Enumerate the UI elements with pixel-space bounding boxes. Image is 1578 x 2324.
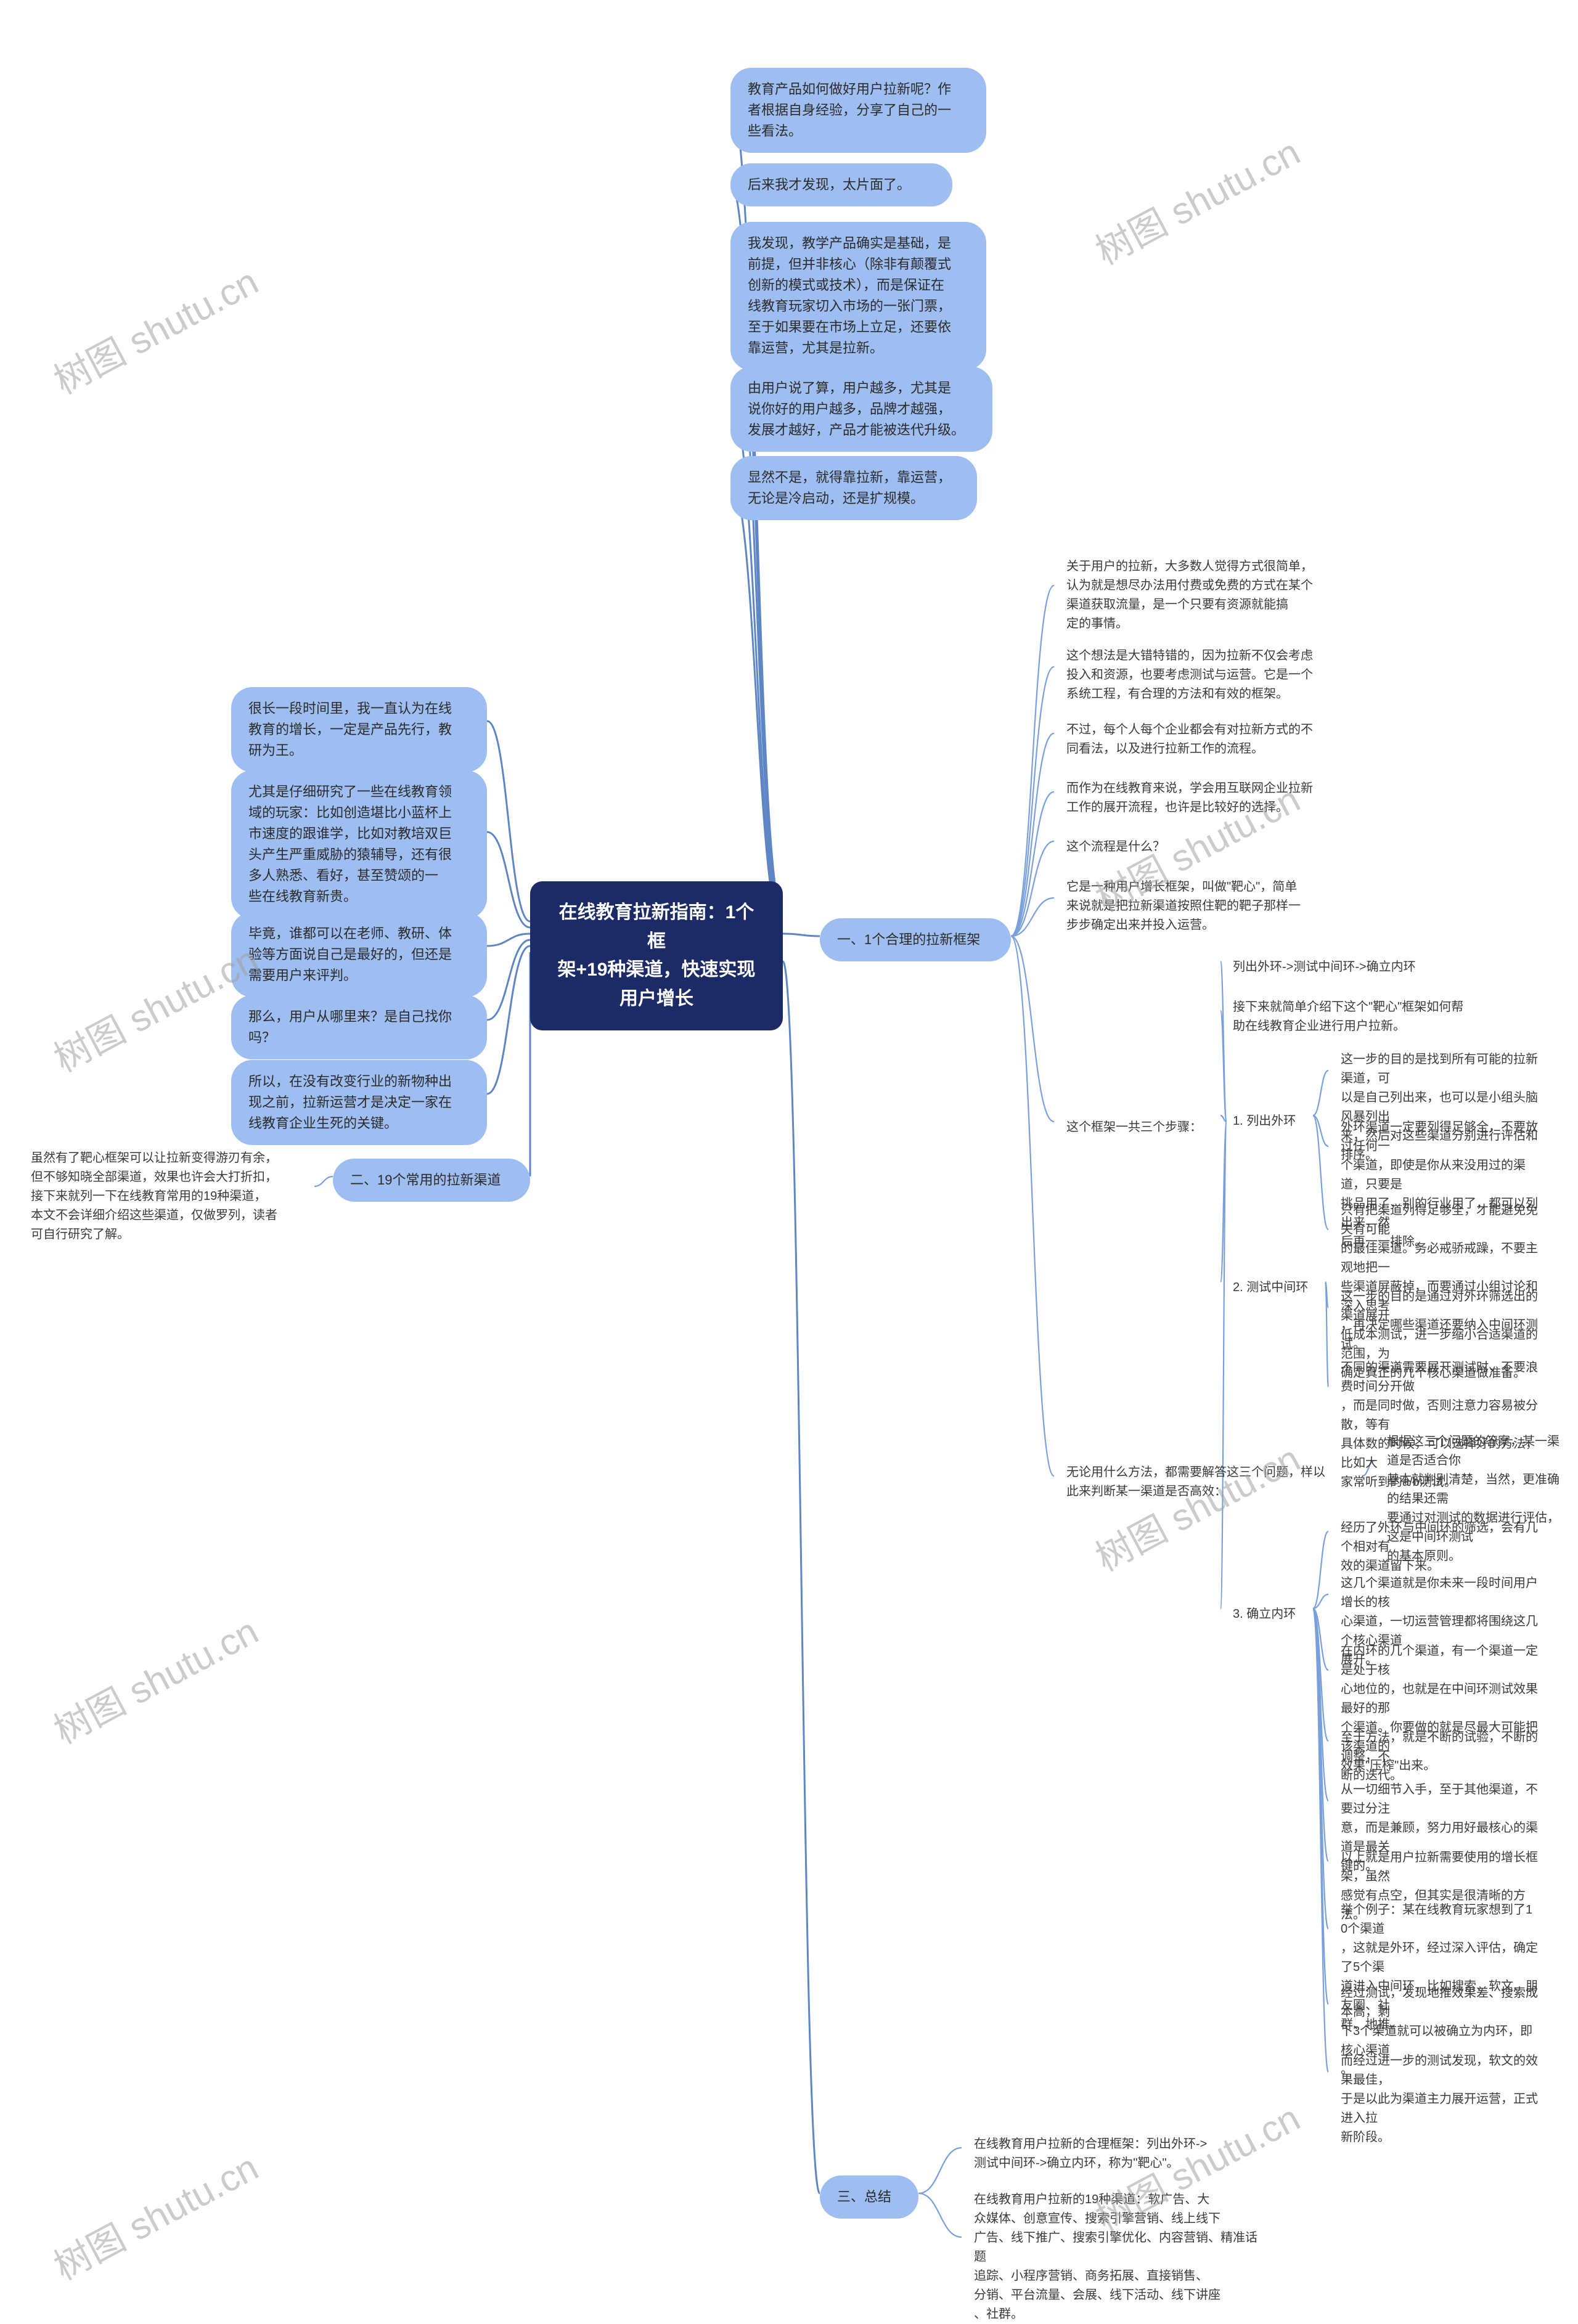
edge <box>1011 936 1054 1476</box>
bubble-tb3[interactable]: 我发现，教学产品确实是基础，是 前提，但并非核心（除非有颠覆式 创新的模式或技术… <box>730 222 986 370</box>
bubble-lb5[interactable]: 所以，在没有改变行业的新物种出 现之前，拉新运营才是决定一家在 线教育企业生死的… <box>231 1060 487 1145</box>
bubble-lb2[interactable]: 尤其是仔细研究了一些在线教育领 域的玩家：比如创造堪比小蓝杯上 市速度的跟谁学，… <box>231 770 487 919</box>
edge <box>1313 1608 1328 2072</box>
edge <box>487 832 530 928</box>
edge <box>1220 1122 1227 1608</box>
leaf-s1p5: 这个流程是什么？ <box>1054 829 1208 865</box>
edge <box>1011 585 1054 936</box>
edge <box>314 1176 333 1186</box>
edge <box>1313 1531 1328 1608</box>
edge <box>1011 667 1054 936</box>
leaf-s1n1: 1. 列出外环 <box>1220 1103 1313 1140</box>
edge <box>1313 1608 1328 1741</box>
leaf-s1p1: 关于用户的拉新，大多数人觉得方式很简单， 认为就是想尽办法用付费或免费的方式在某… <box>1054 548 1375 642</box>
edge <box>487 940 530 1020</box>
leaf-s1sp2: 接下来就简单介绍下这个"靶心"框架如何帮 助在线教育企业进行用户拉新。 <box>1220 989 1529 1045</box>
bubble-tb5[interactable]: 显然不是，就得靠拉新，靠运营， 无论是冷启动，还是扩规模。 <box>730 456 977 520</box>
edge <box>1313 1608 1328 1929</box>
bubble-s2[interactable]: 二、19个常用的拉新渠道 <box>333 1159 530 1202</box>
leaf-s1steps: 这个框架一共三个步骤： <box>1054 1109 1227 1146</box>
mindmap-canvas: 在线教育拉新指南：1个框 架+19种渠道，快速实现 用户增长 很长一段时间里，我… <box>0 0 1578 2324</box>
leaf-s1bq: 无论用什么方法，都需要解答这三个问题，样以 此来判断某一渠道是否高效： <box>1054 1454 1362 1510</box>
edge <box>918 2193 962 2237</box>
edge <box>1313 1594 1328 1608</box>
edge <box>1313 1115 1328 1146</box>
edge <box>487 721 530 921</box>
bubble-tb1[interactable]: 教育产品如何做好用户拉新呢？作 者根据自身经验，分享了自己的一 些看法。 <box>730 68 986 153</box>
edge <box>487 934 530 946</box>
leaf-s1sp1: 列出外环->测试中间环->确立内环 <box>1220 949 1467 985</box>
center-node[interactable]: 在线教育拉新指南：1个框 架+19种渠道，快速实现 用户增长 <box>530 881 783 1030</box>
leaf-s1p2: 这个想法是大错特错的，因为拉新不仅会考虑 投入和资源，也要考虑测试与运营。它是一… <box>1054 638 1375 712</box>
leaf-s1p3: 不过，每个人每个企业都会有对拉新方式的不 同看法，以及进行拉新工作的流程。 <box>1054 712 1375 767</box>
bubble-tb2[interactable]: 后来我才发现，太片面了。 <box>730 163 952 206</box>
bubble-s1[interactable]: 一、1个合理的拉新框架 <box>820 918 1011 961</box>
watermark: 树图 shutu.cn <box>43 1602 266 1754</box>
edge <box>1011 792 1054 936</box>
leaf-s1n3: 3. 确立内环 <box>1220 1596 1313 1633</box>
leaf-s1p6: 它是一种用户增长框架，叫做"靶心"，简单 来说就是把拉新渠道按照住靶的靶子那样一… <box>1054 869 1375 944</box>
leaf-s3l1: 在线教育用户拉新的合理框架：列出外环-> 测试中间环->确立内环，称为"靶心"。 <box>962 2126 1270 2182</box>
watermark: 树图 shutu.cn <box>1085 123 1308 275</box>
edge <box>783 934 820 936</box>
edge <box>1011 733 1054 936</box>
edge <box>1313 1608 1328 1801</box>
edge <box>1313 1115 1328 1229</box>
edge <box>1313 1608 1328 2004</box>
edge <box>1313 1608 1328 1861</box>
edge <box>487 946 530 1094</box>
edge <box>1011 936 1054 1122</box>
bubble-lb1[interactable]: 很长一段时间里，我一直认为在线 教育的增长，一定是产品先行，教 研为王。 <box>231 687 487 772</box>
leaf-s1_3i: 而经过进一步的测试发现，软文的效果最佳， 于是以此为渠道主力展开运营，正式进入拉… <box>1328 2043 1550 2156</box>
bubble-lb4[interactable]: 那么，用户从哪里来？是自己找你 吗？ <box>231 995 487 1059</box>
watermark: 树图 shutu.cn <box>43 2138 266 2290</box>
bubble-tb4[interactable]: 由用户说了算，用户越多，尤其是 说你好的用户越多，品牌才越强， 发展才越好，产品… <box>730 367 992 452</box>
leaf-s2l: 虽然有了靶心框架可以让拉新变得游刃有余， 但不够知晓全部渠道，效果也许会大打折扣… <box>18 1140 314 1253</box>
leaf-s1n2: 2. 测试中间环 <box>1220 1270 1325 1306</box>
edge <box>1011 841 1054 936</box>
watermark: 树图 shutu.cn <box>43 252 266 404</box>
edge <box>1313 1608 1328 1670</box>
edge <box>918 2148 962 2193</box>
edge <box>1313 1070 1328 1115</box>
bubble-lb3[interactable]: 毕竟，谁都可以在老师、教研、体 验等方面说自己是最好的，但还是 需要用户来评判。 <box>231 912 487 997</box>
leaf-s3l2: 在线教育用户拉新的19种渠道：软广告、大 众媒体、创意宣传、搜索引擎营销、线上线… <box>962 2182 1270 2324</box>
edge <box>1011 898 1054 936</box>
edge <box>730 482 783 928</box>
edge <box>783 961 820 2193</box>
edge <box>1220 1122 1227 1282</box>
bubble-s3[interactable]: 三、总结 <box>820 2175 918 2219</box>
leaf-s1p4: 而作为在线教育来说，学会用互联网企业拉新 工作的展开流程，也许是比较好的选择。 <box>1054 770 1375 826</box>
